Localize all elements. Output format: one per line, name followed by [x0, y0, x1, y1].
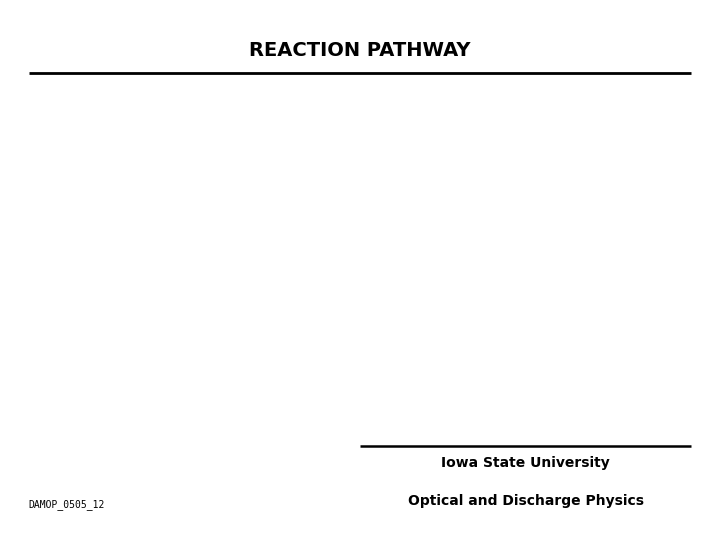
Text: Iowa State University: Iowa State University: [441, 456, 610, 470]
Text: DAMOP_0505_12: DAMOP_0505_12: [29, 500, 105, 510]
Text: Optical and Discharge Physics: Optical and Discharge Physics: [408, 494, 644, 508]
Text: REACTION PATHWAY: REACTION PATHWAY: [249, 40, 471, 59]
